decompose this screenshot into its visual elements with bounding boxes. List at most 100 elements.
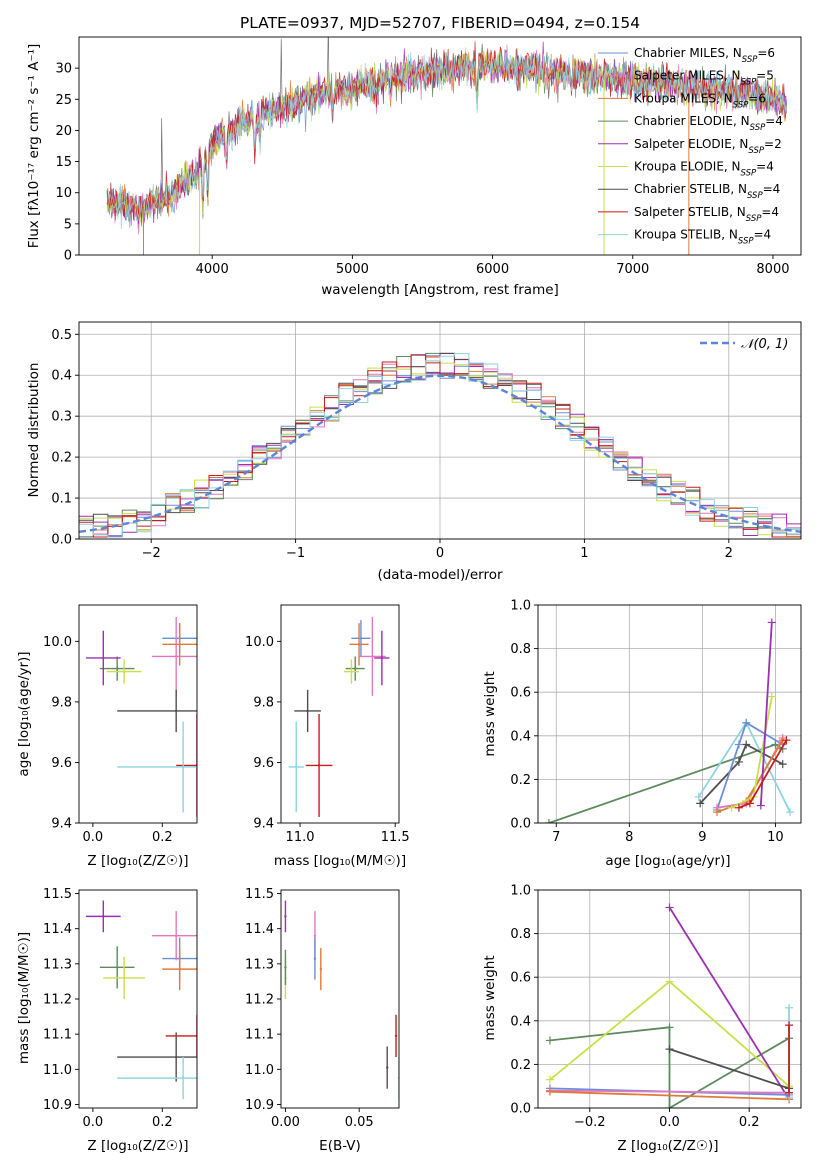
weight-vs-metallicity-series-line	[549, 1090, 790, 1101]
spectrum-legend-subscript: SSP	[742, 55, 758, 65]
weight-vs-age-panel: 7 8 9 10 0.0 0.2 0.4 0.6 0.8 1.0 age [log₁₀(age/y…	[482, 599, 802, 869]
residuals-x-label: (data-model)/error	[377, 567, 503, 583]
weight-vs-age-y-tick-label: 0.6	[510, 686, 531, 701]
age-vs-metallicity-x-label: Z [log₁₀(Z/Z☉)]	[87, 853, 188, 869]
spectrum-y-tick-label: 5	[64, 217, 72, 232]
mass-vs-metallicity-y-tick-label: 11.1	[43, 1028, 72, 1043]
spectrum-y-tick-label: 15	[55, 155, 72, 170]
mass-vs-metallicity-point	[181, 1076, 185, 1080]
mass-vs-metallicity-point	[102, 915, 105, 918]
mass-vs-extinction-x-label: E(B-V)	[319, 1138, 361, 1154]
spectrum-marks	[106, 37, 788, 255]
spectrum-legend-subscript: SSP	[746, 214, 762, 224]
age-vs-metallicity-point	[178, 643, 181, 646]
weight-vs-age-marks	[544, 618, 795, 823]
weight-vs-metallicity-plot-area: −0.2 0.0 0.2 0.0 0.2 0.4 0.6 0.8 1.0	[510, 884, 802, 1130]
residuals-y-tick-label: 0.2	[51, 451, 72, 466]
age-vs-mass-point	[354, 667, 357, 670]
age-vs-metallicity-panel: 0.0 0.2 9.4 9.6 9.8 10.0 Z [log₁₀(Z/Z☉)] age …	[16, 604, 198, 869]
mass-vs-extinction-plot-area: 0.00 0.05 10.9 11.0 11.1 11.2 11.3 11.4 11.5	[245, 887, 400, 1130]
age-vs-mass-point	[317, 764, 321, 767]
weight-vs-metallicity-y-tick-label: 0.2	[510, 1058, 531, 1073]
age-vs-mass-point	[359, 637, 363, 640]
age-vs-mass-point	[350, 670, 353, 673]
mass-vs-metallicity-point	[178, 967, 181, 971]
mass-vs-extinction-point	[394, 1034, 398, 1038]
weight-vs-age-point-marker	[786, 808, 795, 817]
spectrum-legend-count: =5	[756, 69, 774, 83]
mass-vs-metallicity-y-tick-label: 11.2	[43, 993, 72, 1008]
spectrum-legend-subscript: SSP	[733, 100, 749, 110]
weight-vs-metallicity-y-tick-label: 1.0	[510, 884, 531, 899]
residuals-y-tick-label: 0.3	[51, 410, 72, 425]
age-vs-mass-panel: 11.0 11.5 9.4 9.6 9.8 10.0 mass [log₁₀(M/M☉)]	[245, 604, 410, 869]
weight-vs-age-point-marker	[745, 799, 754, 808]
mass-vs-extinction-panel: 0.00 0.05 10.9 11.0 11.1 11.2 11.3 11.4 11.5 E(B…	[245, 887, 400, 1154]
weight-vs-age-y-tick-label: 0.2	[510, 773, 531, 788]
normal-distribution-curve	[79, 374, 801, 533]
spectrum-y-tick-label: 20	[55, 124, 72, 139]
weight-vs-metallicity-x-tick-label: 0.2	[739, 1115, 760, 1130]
weight-vs-age-x-tick-label: 7	[552, 830, 560, 845]
weight-vs-age-point-marker	[734, 803, 743, 812]
weight-vs-age-point-marker	[778, 760, 787, 769]
weight-vs-age-point-marker	[767, 692, 776, 701]
weight-vs-age-y-label: mass weight	[482, 671, 498, 756]
mass-vs-metallicity-x-tick-label: 0.2	[152, 1115, 173, 1130]
residuals-y-label: Normed distribution	[26, 363, 42, 498]
mass-vs-metallicity-y-tick-label: 10.9	[43, 1098, 72, 1113]
age-vs-mass-point	[371, 655, 374, 658]
weight-vs-metallicity-y-tick-label: 0.4	[510, 1014, 531, 1029]
age-vs-mass-point	[357, 643, 361, 646]
weight-vs-age-point-marker	[696, 799, 705, 808]
spectrum-legend-subscript: SSP	[738, 237, 754, 247]
weight-vs-age-point-marker	[712, 808, 721, 817]
age-vs-metallicity-point	[174, 709, 178, 713]
age-vs-mass-plot-area: 11.0 11.5 9.4 9.6 9.8 10.0	[245, 604, 410, 845]
residuals-histogram-step	[79, 353, 801, 538]
age-vs-mass-y-tick-label: 9.4	[253, 817, 274, 832]
mass-vs-extinction-x-tick-label: 0.05	[345, 1115, 374, 1130]
age-vs-mass-y-tick-label: 9.8	[253, 695, 274, 710]
mass-vs-extinction-y-tick-label: 11.0	[245, 1063, 274, 1078]
weight-vs-metallicity-x-label: Z [log₁₀(Z/Z☉)]	[617, 1138, 718, 1154]
weight-vs-metallicity-point-marker	[785, 1088, 794, 1097]
weight-vs-metallicity-point-marker	[785, 1021, 794, 1030]
weight-vs-age-point-marker	[756, 801, 765, 810]
spectrum-x-tick-label: 6000	[476, 262, 509, 277]
weight-vs-age-plot-area: 7 8 9 10 0.0 0.2 0.4 0.6 0.8 1.0	[510, 599, 802, 845]
residuals-x-tick-label: 0	[436, 546, 444, 561]
spectrum-plot-area: 4000 5000 6000 7000 8000 0 5 10 15 20 25 30	[55, 36, 802, 277]
residuals-x-tick-label: 2	[725, 546, 733, 561]
age-vs-mass-point	[380, 656, 384, 660]
weight-vs-age-y-tick-label: 0.4	[510, 729, 531, 744]
mass-vs-metallicity-point	[122, 976, 126, 980]
residuals-panel: −2 −1 0 1 2 0.0 0.1 0.2 0.3 0.4 0.5 𝒩(0, 1) (data-…	[26, 321, 802, 583]
weight-vs-age-point-marker	[767, 618, 776, 627]
age-vs-mass-x-tick-label: 11.5	[381, 830, 410, 845]
spectrum-legend-count: =4	[761, 205, 779, 219]
weight-vs-age-point-marker	[782, 736, 791, 745]
weight-vs-metallicity-series-line	[669, 1048, 790, 1090]
weight-vs-metallicity-marks	[545, 903, 794, 1108]
spectrum-x-label: wavelength [Angstrom, rest frame]	[321, 282, 559, 298]
weight-vs-metallicity-point-marker	[545, 1075, 554, 1084]
age-vs-metallicity-x-tick-label: 0.0	[83, 830, 104, 845]
age-vs-metallicity-point	[102, 656, 105, 660]
spectrum-legend-subscript: SSP	[747, 191, 763, 201]
mass-vs-extinction-y-tick-label: 11.5	[245, 887, 274, 902]
age-vs-mass-point	[295, 765, 298, 769]
spectrum-y-tick-label: 10	[55, 186, 72, 201]
spectrum-x-tick-label: 8000	[756, 262, 789, 277]
spectrum-legend-count: =4	[765, 114, 783, 128]
spectrum-y-label: Flux [fλ10⁻¹⁷ erg cm⁻² s⁻¹ A⁻¹]	[26, 44, 42, 249]
spectrum-y-tick-label: 30	[55, 62, 72, 77]
residuals-y-tick-label: 0.4	[51, 369, 72, 384]
mass-vs-extinction-y-tick-label: 11.3	[245, 957, 274, 972]
weight-vs-metallicity-point-marker	[665, 1023, 674, 1032]
age-vs-metallicity-y-tick-label: 9.8	[51, 695, 72, 710]
mass-vs-extinction-x-tick-label: 0.00	[271, 1115, 300, 1130]
weight-vs-metallicity-point-marker	[665, 1104, 674, 1108]
weight-vs-metallicity-panel: −0.2 0.0 0.2 0.0 0.2 0.4 0.6 0.8 1.0 Z [log₁₀(Z/…	[482, 884, 802, 1154]
